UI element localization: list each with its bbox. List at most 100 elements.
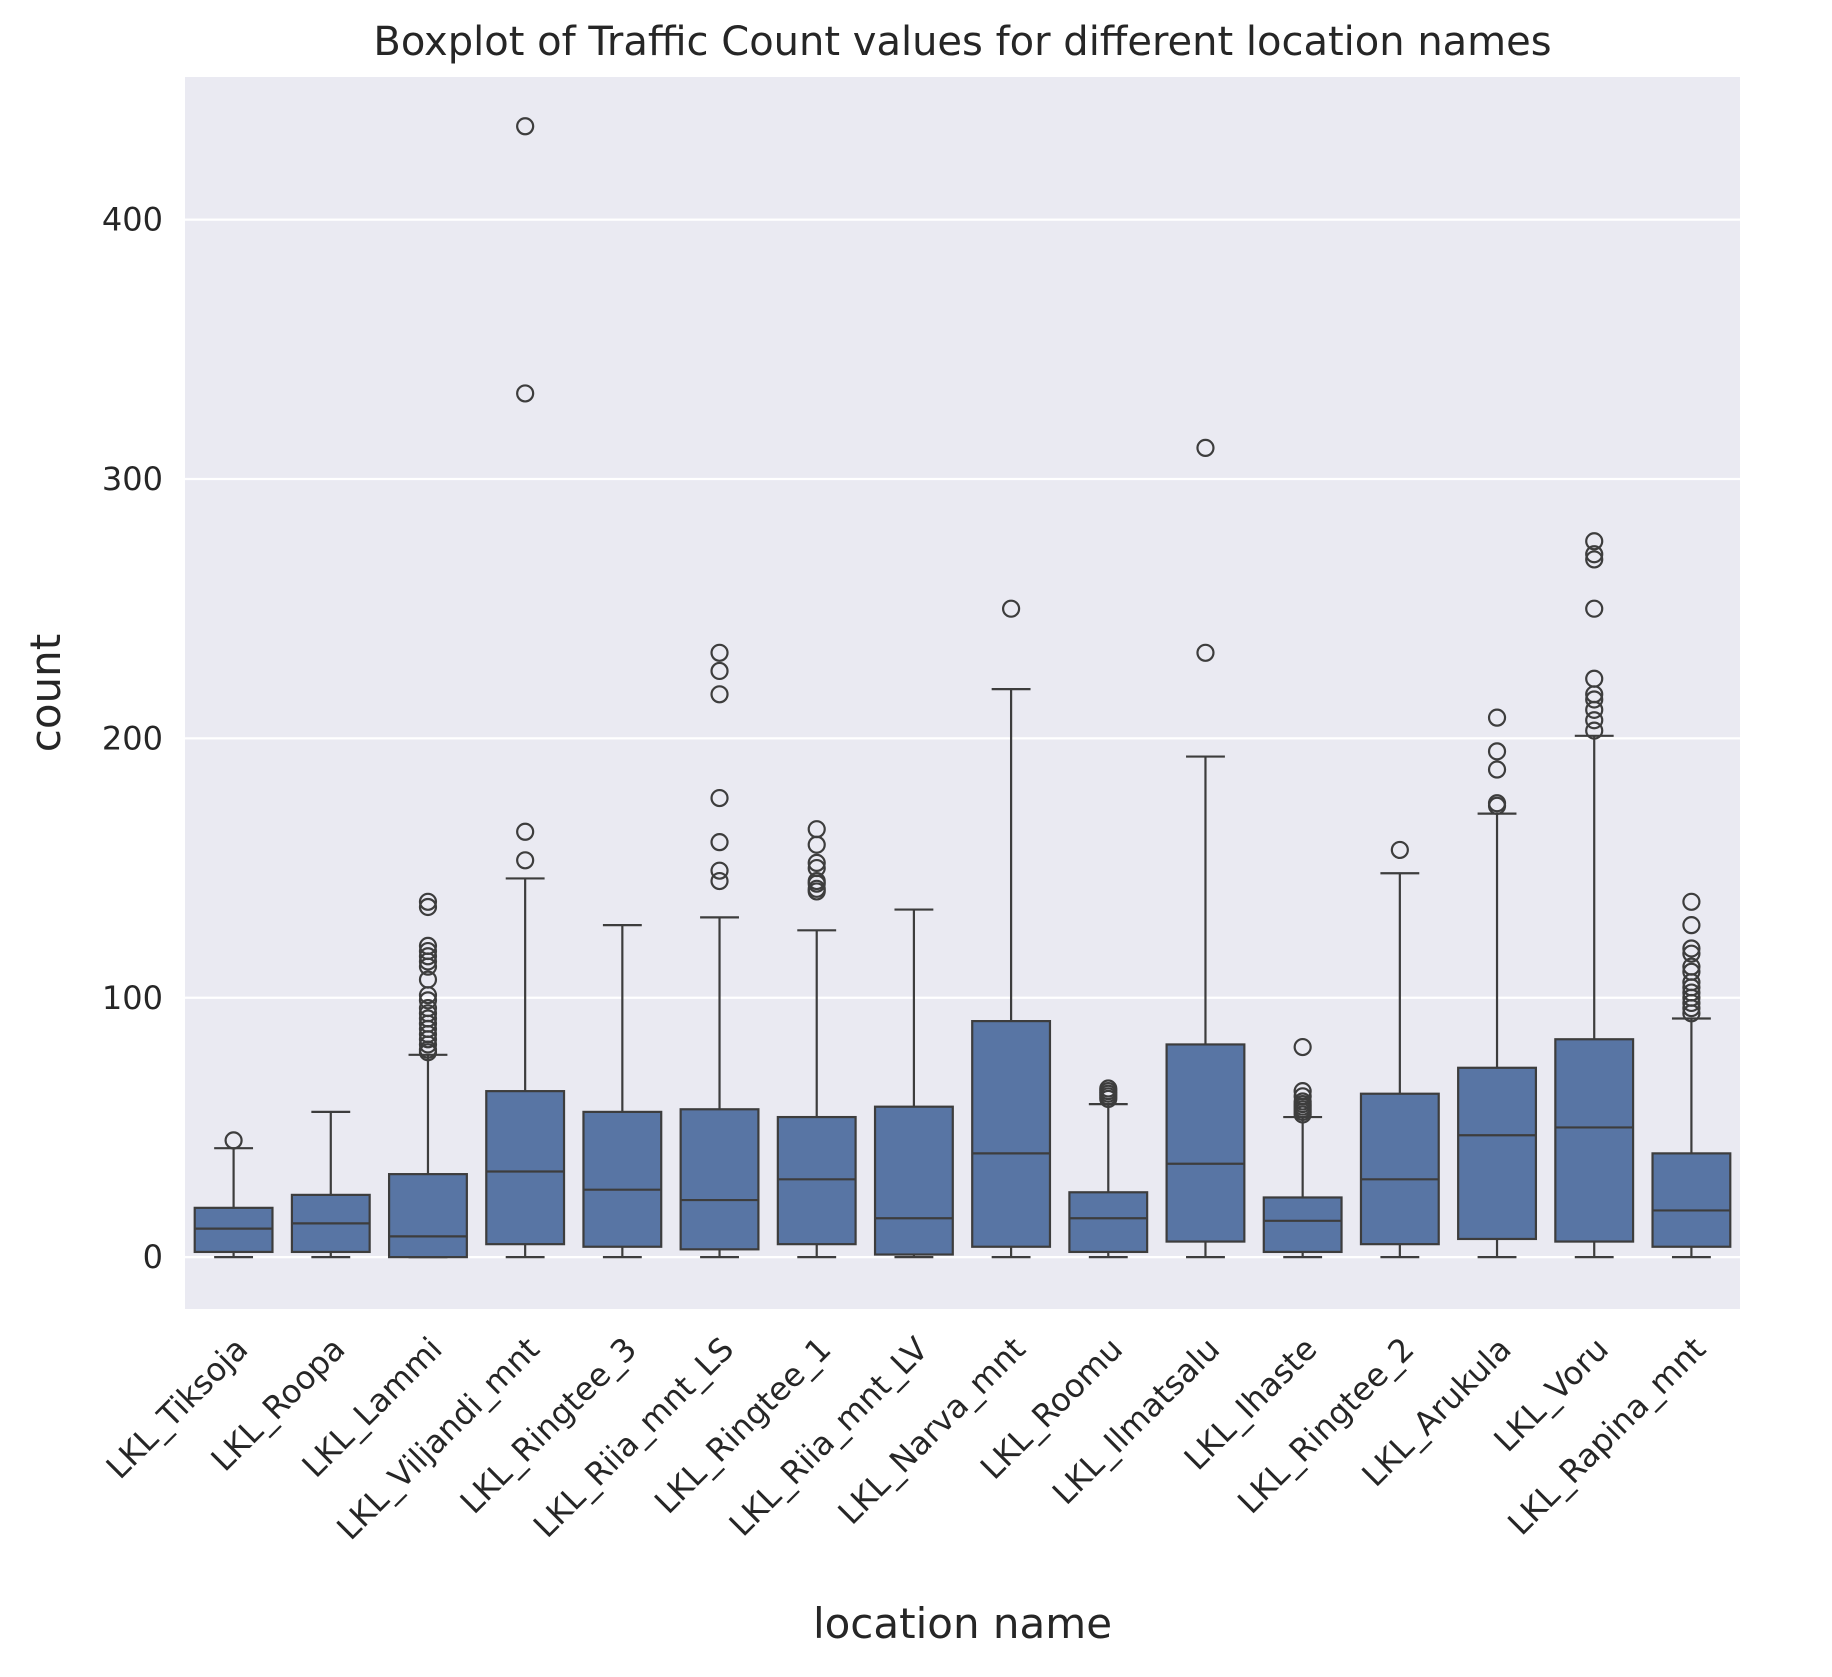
outlier-point xyxy=(807,858,826,878)
y-tick-label: 300 xyxy=(102,460,163,498)
outlier-point xyxy=(1293,1092,1312,1111)
outlier-point xyxy=(1487,760,1507,779)
outlier-point xyxy=(710,788,729,808)
outlier-point xyxy=(516,117,535,136)
outlier-point xyxy=(710,643,729,662)
outlier-point xyxy=(807,820,826,839)
box-group xyxy=(971,599,1052,1259)
iqr-box xyxy=(1554,1038,1635,1243)
chart-title: Boxplot of Traffic Count values for diff… xyxy=(373,19,1551,65)
y-tick-label: 400 xyxy=(102,201,163,239)
box-group xyxy=(776,820,857,1259)
outlier-point xyxy=(418,999,438,1018)
outlier-point xyxy=(418,991,438,1010)
box-group xyxy=(193,1131,274,1259)
outlier-point xyxy=(807,871,826,891)
outlier-point xyxy=(710,685,729,704)
box-group xyxy=(679,643,760,1259)
x-tick-label: LKL_Ringtee_3 xyxy=(453,1330,644,1521)
outlier-point xyxy=(224,1131,243,1150)
outlier-point xyxy=(418,936,438,955)
outlier-point xyxy=(418,897,438,917)
iqr-box xyxy=(1359,1092,1440,1246)
outlier-point xyxy=(1585,599,1604,618)
outlier-point xyxy=(807,853,826,872)
outlier-point xyxy=(710,661,729,681)
outlier-point xyxy=(1196,438,1215,457)
outlier-point xyxy=(1682,957,1701,976)
outlier-point xyxy=(1196,643,1215,662)
outlier-point xyxy=(710,871,729,891)
outlier-point xyxy=(1099,1079,1118,1098)
iqr-box xyxy=(1457,1066,1538,1241)
box-group xyxy=(290,1110,371,1259)
y-tick-labels: 0 100 200 300 400 xyxy=(102,201,163,1276)
outlier-point xyxy=(418,970,438,989)
outlier-point xyxy=(418,892,438,911)
box-group xyxy=(1262,1037,1343,1259)
iqr-box xyxy=(776,1115,857,1246)
outlier-point xyxy=(1585,669,1604,688)
box-group xyxy=(1068,1079,1149,1259)
x-tick-label: LKL_Ilmatsalu xyxy=(1045,1330,1227,1512)
box-series xyxy=(193,117,1732,1259)
iqr-box xyxy=(971,1020,1052,1248)
iqr-box xyxy=(1165,1043,1246,1243)
box-group xyxy=(1457,708,1538,1259)
y-axis-label: count xyxy=(21,634,70,753)
outlier-point xyxy=(1682,962,1701,981)
outlier-point xyxy=(1585,550,1604,569)
x-axis-label: location name xyxy=(813,1599,1112,1648)
outlier-point xyxy=(1487,708,1507,727)
outlier-point xyxy=(1293,1082,1312,1101)
outlier-point xyxy=(1293,1037,1312,1057)
x-tick-label: LKL_Ringtee_2 xyxy=(1230,1330,1421,1521)
iqr-box xyxy=(582,1110,663,1248)
iqr-box xyxy=(193,1206,274,1254)
iqr-box xyxy=(1651,1152,1732,1248)
outlier-point xyxy=(1682,916,1701,935)
outlier-point xyxy=(418,1009,438,1028)
box-group xyxy=(1554,532,1635,1259)
box-group xyxy=(873,908,954,1259)
box-group xyxy=(1359,840,1440,1259)
iqr-box xyxy=(679,1108,760,1251)
box-group xyxy=(1165,438,1246,1259)
y-tick-label: 0 xyxy=(143,1238,163,1276)
box-group xyxy=(582,924,663,1259)
outlier-point xyxy=(1585,532,1604,551)
outlier-point xyxy=(516,822,535,841)
iqr-box xyxy=(873,1105,954,1256)
outlier-point xyxy=(1293,1087,1312,1106)
outlier-point xyxy=(1001,599,1021,618)
outlier-point xyxy=(1682,892,1701,911)
outlier-point xyxy=(1585,711,1604,730)
outlier-point xyxy=(1682,939,1701,958)
outlier-point xyxy=(1682,944,1701,963)
outlier-point xyxy=(1682,983,1701,1002)
box-group xyxy=(1651,892,1732,1259)
outlier-point xyxy=(1390,840,1409,860)
box-group xyxy=(387,892,468,1259)
y-tick-label: 200 xyxy=(102,719,163,757)
iqr-box xyxy=(485,1090,566,1246)
outlier-point xyxy=(418,947,438,966)
x-tick-label: LKL_Ringtee_1 xyxy=(647,1330,838,1521)
iqr-box xyxy=(1262,1196,1343,1254)
outlier-point xyxy=(516,851,535,870)
outlier-point xyxy=(1487,794,1507,813)
outlier-point xyxy=(516,384,535,403)
y-tick-label: 100 xyxy=(102,979,163,1017)
outlier-point xyxy=(710,833,729,852)
iqr-box xyxy=(1068,1191,1149,1254)
outlier-point xyxy=(1585,690,1604,709)
outlier-point xyxy=(1487,742,1507,761)
outlier-point xyxy=(710,861,729,880)
outlier-point xyxy=(807,879,826,898)
outlier-point xyxy=(1585,545,1604,564)
outlier-point xyxy=(418,1004,438,1023)
outlier-point xyxy=(1585,721,1604,740)
outlier-point xyxy=(418,941,438,961)
